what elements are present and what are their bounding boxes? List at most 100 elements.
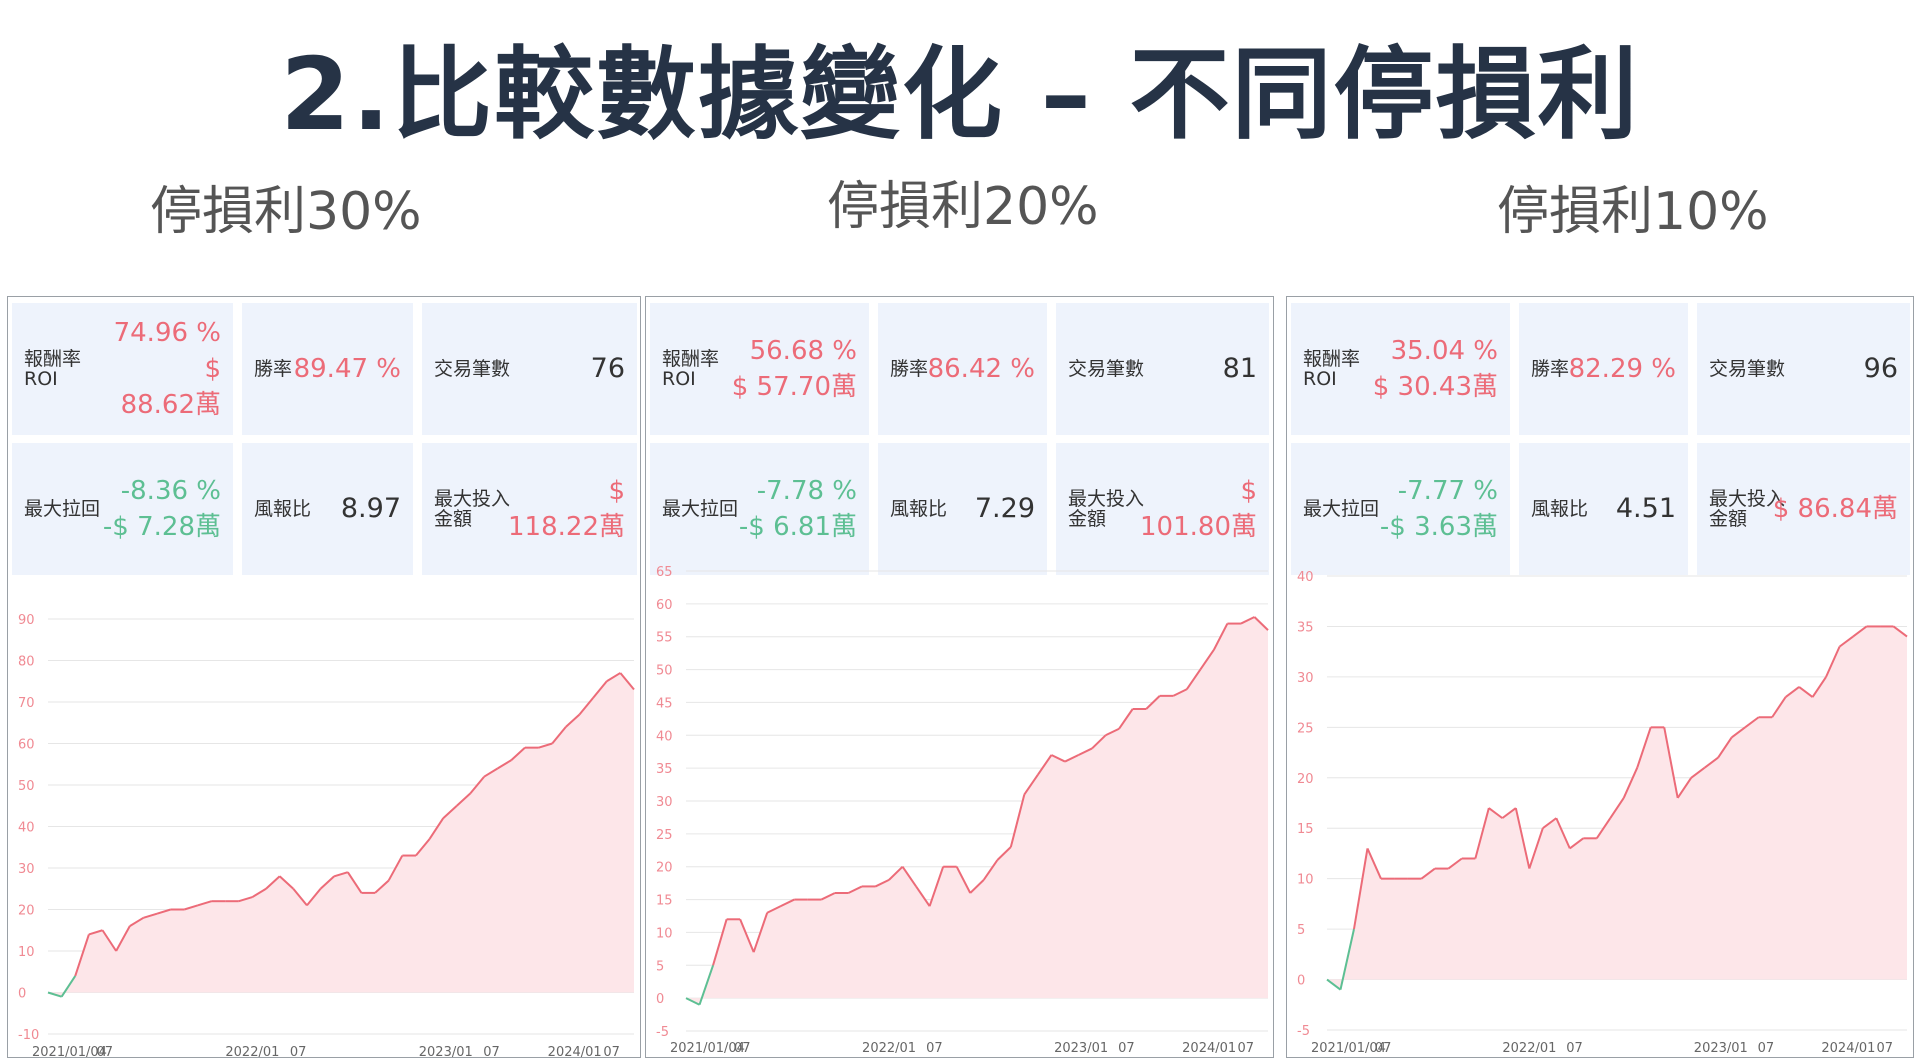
equity-line-segment <box>387 855 404 881</box>
equity-line-segment <box>1253 616 1269 631</box>
x-tick-label: 07 <box>483 1045 500 1057</box>
x-tick-label: 2022/01 <box>1502 1041 1556 1056</box>
equity-line-segment <box>592 680 608 699</box>
metric-label: 最大投入 金額 <box>434 488 511 530</box>
panel-subtitle: 停損利20% <box>827 177 1099 237</box>
y-tick-label: 20 <box>18 904 35 919</box>
metric-value: 4.51 <box>1615 493 1676 524</box>
equity-line-segment <box>1704 756 1719 769</box>
panel-subtitle: 停損利10% <box>1497 182 1769 242</box>
metric-label: 風報比 <box>254 498 312 520</box>
max-invest-card: 最大投入 金額 $ 86.84萬 <box>1697 443 1910 575</box>
equity-line-segment <box>1892 625 1908 638</box>
equity-line-segment <box>1569 837 1584 850</box>
equity-line-segment <box>292 888 308 906</box>
metric-label: 最大拉回 <box>1303 498 1380 520</box>
equity-line-segment <box>875 878 890 888</box>
equity-line-segment <box>1199 649 1215 671</box>
y-tick-label: 60 <box>18 738 35 753</box>
roi-card: 報酬率 ROI 56.68 % $ 57.70萬 <box>650 303 869 435</box>
y-tick-label: 10 <box>1297 873 1314 888</box>
equity-line-segment <box>469 776 485 794</box>
y-tick-label: 60 <box>656 598 673 613</box>
metric-label: 風報比 <box>890 498 948 520</box>
metric-label: 報酬率 ROI <box>1303 348 1361 390</box>
equity-area-fill <box>48 672 634 997</box>
x-tick-label: 2022/01 <box>225 1045 279 1057</box>
metric-label: 交易筆數 <box>434 358 511 380</box>
equity-line-segment <box>1825 646 1841 678</box>
equity-line-segment <box>1326 978 1342 991</box>
x-tick-label: 2024/01 <box>548 1045 602 1057</box>
metric-label: 交易筆數 <box>1068 358 1145 380</box>
metric-value-box: 86.42 % <box>928 351 1035 387</box>
x-tick-label: 07 <box>926 1041 943 1056</box>
equity-line-segment <box>698 964 715 1006</box>
x-tick-label: 07 <box>1118 1041 1135 1056</box>
metric-value: 35.04 % <box>1390 336 1498 366</box>
equity-line-segment <box>969 879 985 894</box>
metric-label: 勝率 <box>254 358 293 380</box>
equity-line-segment <box>1185 669 1202 690</box>
equity-line-segment <box>1717 736 1733 759</box>
equity-line-segment <box>415 838 431 857</box>
metric-value: 81 <box>1222 353 1257 384</box>
strategy-panel: 報酬率 ROI 35.04 % $ 30.43萬 勝率 82.29 % 交易筆數 96 最大拉… <box>1286 296 1914 1058</box>
x-tick-label: 2023/01 <box>1694 1041 1748 1056</box>
equity-line-segment <box>551 726 567 745</box>
metric-value-box: 89.47 % <box>294 351 401 387</box>
page-title: 2.比較數據變化 – 不同停損利 <box>280 36 1640 153</box>
metric-value-box: -7.78 % -$ 6.81萬 <box>739 473 857 545</box>
equity-line-segment <box>129 916 144 927</box>
y-tick-label: 10 <box>656 926 673 941</box>
equity-line-segment <box>685 997 700 1006</box>
equity-line-segment <box>1528 827 1544 869</box>
equity-line-segment <box>739 918 755 953</box>
metric-value-box: $ 101.80萬 <box>1140 473 1257 545</box>
equity-line-segment <box>265 875 281 890</box>
equity-line-segment <box>1838 635 1854 648</box>
trades-card: 交易筆數 96 <box>1697 303 1910 435</box>
y-tick-label: -10 <box>18 1028 39 1043</box>
equity-line-segment <box>1474 807 1490 859</box>
metric-value: 86.42 % <box>927 354 1035 384</box>
equity-chart: -5051015202530354045505560652021/01/0407… <box>656 565 1269 1056</box>
equity-line-segment <box>1555 817 1571 849</box>
equity-line-segment <box>1037 754 1053 776</box>
panel-subtitle: 停損利30% <box>150 182 422 242</box>
trades-card: 交易筆數 81 <box>1056 303 1269 435</box>
equity-line-segment <box>1663 727 1679 799</box>
equity-line-segment <box>442 805 458 819</box>
equity-line-segment <box>483 767 499 778</box>
equity-line-segment <box>1212 623 1229 651</box>
equity-line-segment <box>1352 848 1369 930</box>
equity-line-segment <box>1420 867 1436 880</box>
equity-line-segment <box>955 866 972 894</box>
metric-value: 7.29 <box>974 493 1035 524</box>
metric-value: 8.97 <box>340 493 401 524</box>
max-invest-card: 最大投入 金額 $ 101.80萬 <box>1056 443 1269 575</box>
y-tick-label: 55 <box>656 631 673 646</box>
max-drawdown-card: 最大拉回 -8.36 % -$ 7.28萬 <box>12 443 233 575</box>
trades-card: 交易筆數 76 <box>422 303 637 435</box>
y-tick-label: 30 <box>656 795 673 810</box>
equity-line-segment <box>915 885 931 907</box>
metric-value-box: 35.04 % $ 30.43萬 <box>1373 333 1498 405</box>
equity-line-segment <box>1690 766 1706 779</box>
equity-line-segment <box>428 817 445 840</box>
y-tick-label: 90 <box>18 613 35 628</box>
metric-value: 89.47 % <box>293 354 401 384</box>
x-tick-label: 2024/01 <box>1821 1041 1875 1056</box>
x-tick-label: 07 <box>1566 1041 1583 1056</box>
metric-value-box: 56.68 % $ 57.70萬 <box>732 333 857 405</box>
equity-line-segment <box>1240 616 1255 625</box>
metric-value: -7.78 % <box>756 476 857 506</box>
metric-value: 74.96 % <box>113 318 221 348</box>
metric-value: -$ 7.28萬 <box>102 512 221 542</box>
max-drawdown-card: 最大拉回 -7.78 % -$ 6.81萬 <box>650 443 869 575</box>
metric-label: 勝率 <box>1531 358 1570 380</box>
equity-line-segment <box>1091 734 1107 750</box>
equity-line-segment <box>606 672 621 683</box>
metric-value: 56.68 % <box>749 336 857 366</box>
